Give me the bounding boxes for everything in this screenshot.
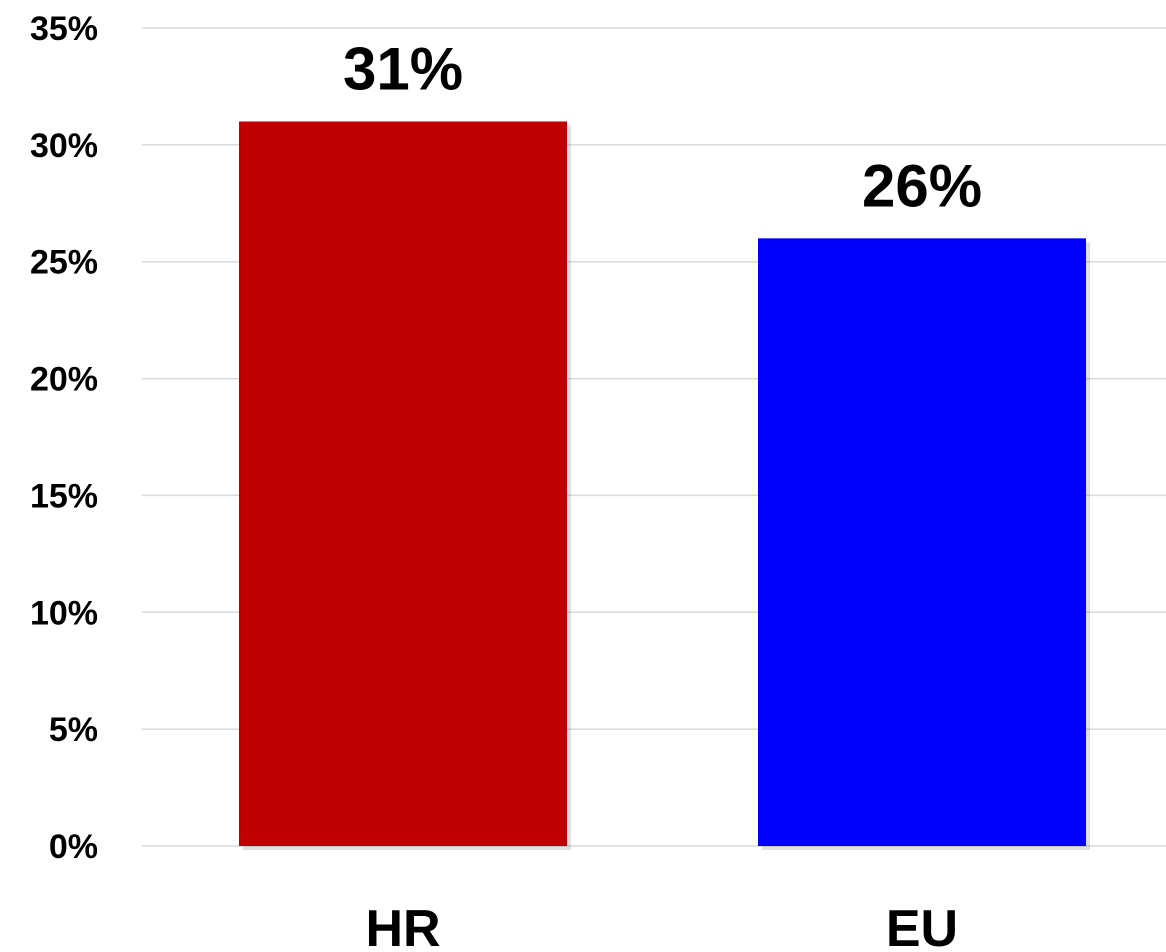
y-tick-label: 25% xyxy=(30,244,98,282)
data-labels: 31% 26% xyxy=(343,35,982,219)
y-tick-label: 10% xyxy=(30,594,98,632)
y-tick-label: 0% xyxy=(49,828,98,866)
y-tick-label: 15% xyxy=(30,477,98,515)
x-axis-tick-labels: HR EU xyxy=(365,900,958,952)
y-tick-label: 35% xyxy=(30,10,98,48)
x-tick-label: EU xyxy=(886,900,958,952)
bars xyxy=(239,121,1090,851)
x-tick-label: HR xyxy=(365,900,440,952)
y-tick-label: 5% xyxy=(49,711,98,749)
y-tick-label: 20% xyxy=(30,361,98,399)
y-axis-tick-labels: 0% 5% 10% 15% 20% 25% 30% 35% xyxy=(30,10,98,866)
data-label: 26% xyxy=(862,152,982,219)
bar-hr xyxy=(239,121,567,846)
bar-eu xyxy=(758,238,1086,847)
y-tick-label: 30% xyxy=(30,127,98,165)
data-label: 31% xyxy=(343,35,463,102)
